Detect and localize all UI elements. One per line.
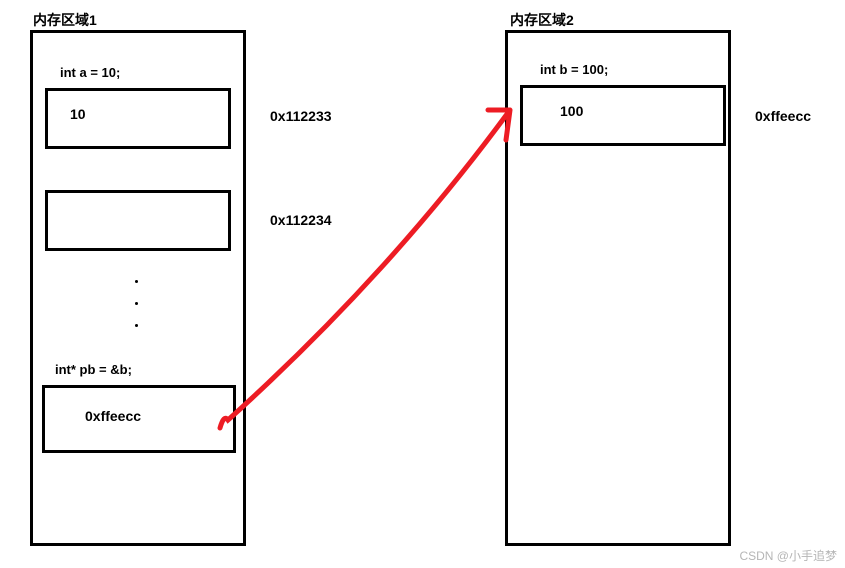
var-a-declaration: int a = 10;: [60, 65, 120, 80]
var-pb-declaration: int* pb = &b;: [55, 362, 132, 377]
spare-cell-address: 0x112234: [270, 212, 332, 228]
spare-cell: [45, 190, 231, 251]
ellipsis-dot: [135, 324, 138, 327]
var-b-value: 100: [560, 103, 583, 119]
region1-title: 内存区域1: [33, 10, 97, 30]
var-b-address: 0xffeecc: [755, 108, 811, 124]
var-b-declaration: int b = 100;: [540, 62, 608, 77]
region2-title: 内存区域2: [510, 10, 574, 30]
ellipsis-dot: [135, 280, 138, 283]
watermark: CSDN @小手追梦: [739, 547, 837, 564]
var-a-address: 0x112233: [270, 108, 332, 124]
ellipsis-dot: [135, 302, 138, 305]
var-pb-value: 0xffeecc: [85, 408, 141, 424]
var-a-value: 10: [70, 106, 86, 122]
var-b-cell: [520, 85, 726, 146]
